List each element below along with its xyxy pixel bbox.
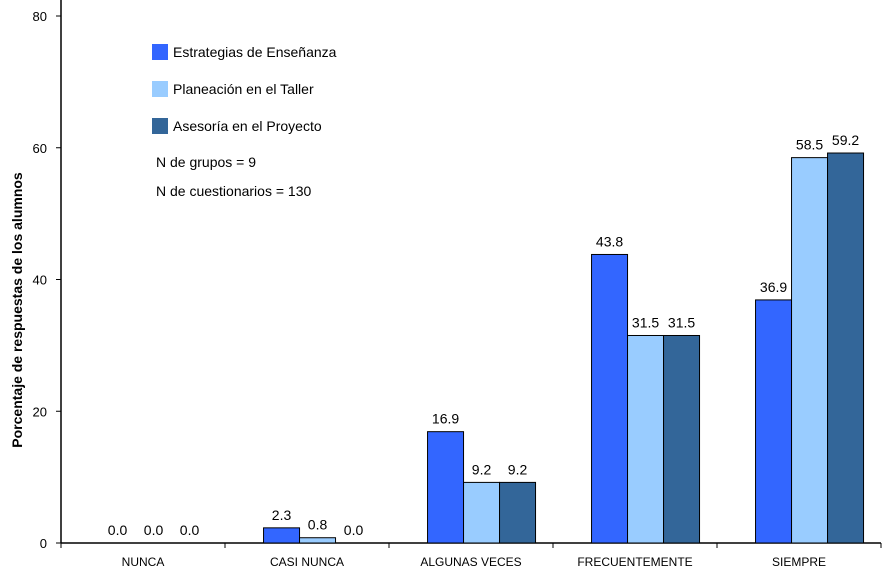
chart-data-labels: 0.0 0.0 0.0 2.3 0.8 0.0 16.9 9.2 9.2 43.8 31.5 31.5… — [108, 132, 860, 538]
chart-annotation: N de grupos = 9 — [156, 154, 256, 170]
x-tick-label: FRECUENTEMENTE — [577, 555, 692, 569]
legend-label: Asesoría en el Proyecto — [173, 118, 322, 134]
data-label: 43.8 — [596, 233, 623, 249]
data-label: 16.9 — [432, 411, 459, 427]
bar — [299, 537, 337, 544]
chart-annotation: N de cuestionarios = 130 — [156, 183, 311, 199]
data-label: 31.5 — [632, 314, 659, 330]
legend-swatch — [152, 44, 168, 60]
data-label: 58.5 — [796, 137, 823, 153]
data-label: 0.0 — [180, 522, 200, 538]
data-label: 9.2 — [472, 461, 492, 477]
x-tick-label: NUNCA — [122, 555, 165, 569]
y-tick-label: 40 — [33, 273, 47, 288]
chart-annotations: N de grupos = 9 N de cuestionarios = 130 — [156, 154, 311, 199]
data-label: 0.0 — [108, 522, 128, 538]
chart-legend: Estrategias de Enseñanza Planeación en el… — [152, 44, 337, 134]
chart-bars — [263, 152, 865, 544]
bar — [463, 481, 501, 544]
chart-axes: 0 20 40 60 80 NUNCA CASI NUNCA ALGUNAS VECES FRE… — [33, 0, 882, 569]
x-tick-label: SIEMPRE — [772, 555, 826, 569]
bar — [663, 334, 701, 544]
legend-swatch — [152, 81, 168, 97]
data-label: 0.0 — [144, 522, 164, 538]
legend-swatch — [152, 118, 168, 134]
bar — [499, 481, 537, 544]
bar — [627, 334, 665, 544]
y-tick-label: 60 — [33, 141, 47, 156]
y-tick-label: 0 — [40, 536, 47, 551]
y-tick-label: 80 — [33, 9, 47, 24]
bar — [591, 253, 629, 544]
data-label: 31.5 — [668, 314, 695, 330]
y-tick-label: 20 — [33, 404, 47, 419]
bar — [263, 527, 301, 544]
x-tick-label: ALGUNAS VECES — [420, 555, 521, 569]
bar — [755, 299, 793, 544]
bar — [791, 157, 829, 544]
legend-label: Planeación en el Taller — [173, 81, 314, 97]
data-label: 36.9 — [760, 279, 787, 295]
data-label: 59.2 — [832, 132, 859, 148]
y-axis-label: Porcentaje de respuestas de los alumnos — [9, 172, 25, 448]
bar — [827, 152, 865, 544]
data-label: 9.2 — [508, 461, 528, 477]
data-label: 2.3 — [272, 507, 292, 523]
bar — [427, 431, 465, 544]
x-tick-label: CASI NUNCA — [270, 555, 344, 569]
legend-label: Estrategias de Enseñanza — [173, 44, 337, 60]
data-label: 0.8 — [308, 517, 328, 533]
data-label: 0.0 — [344, 522, 364, 538]
